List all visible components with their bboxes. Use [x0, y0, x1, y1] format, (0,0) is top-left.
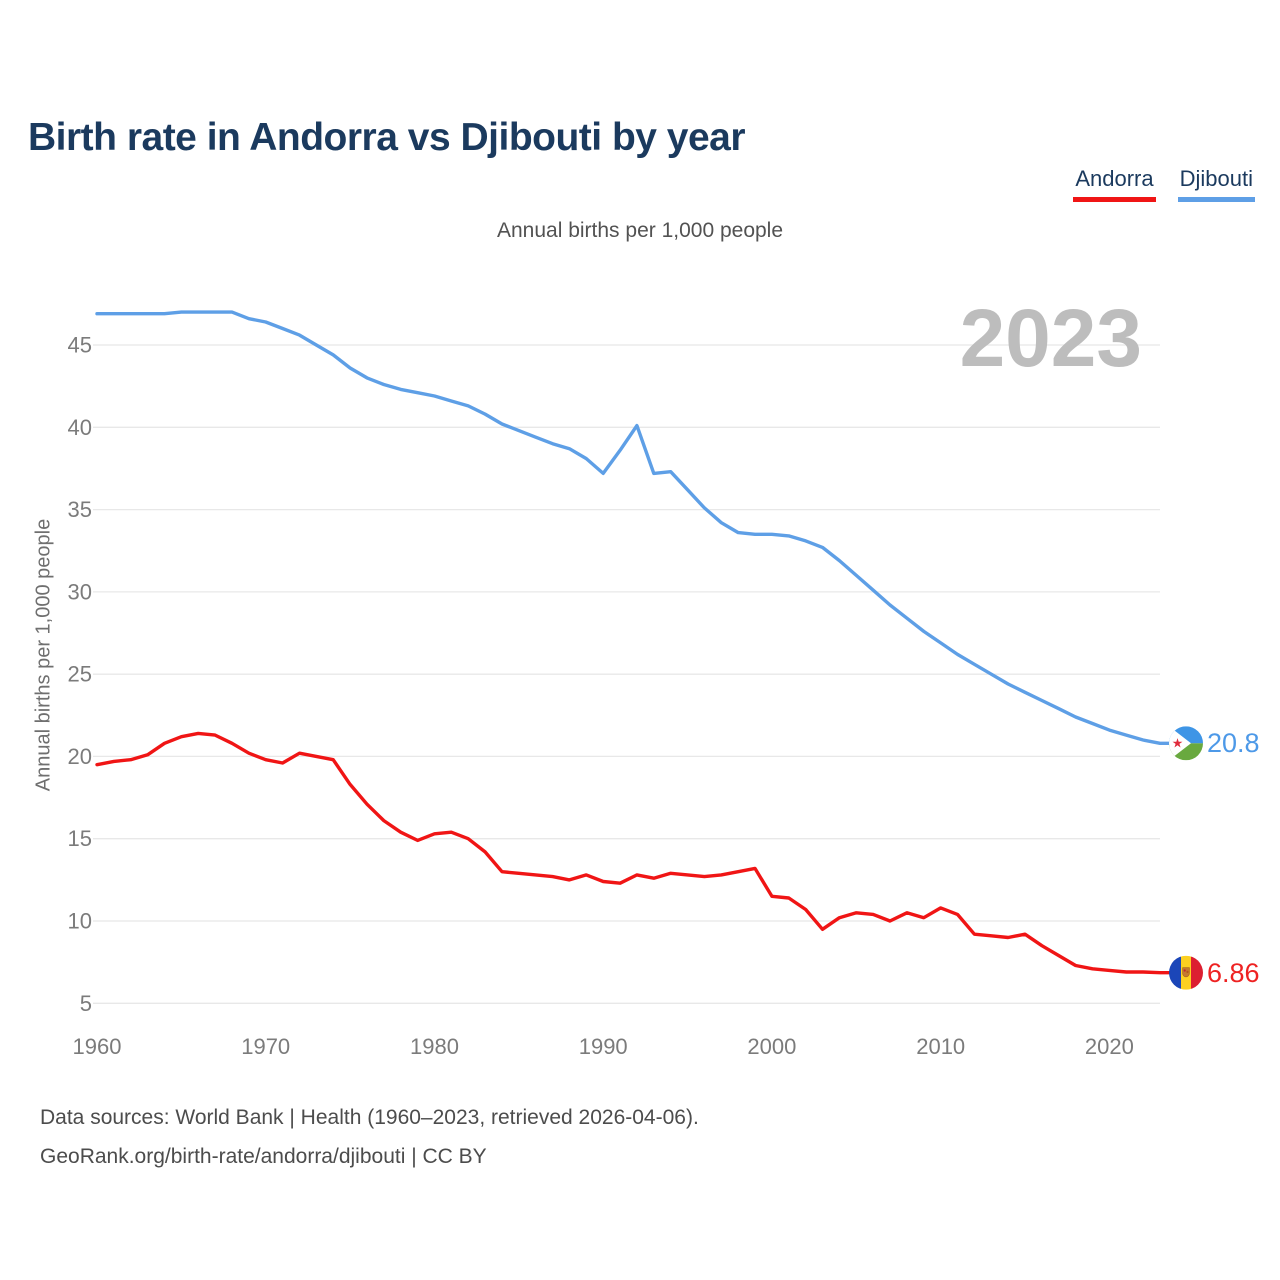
series-line-djibouti[interactable] [95, 310, 1173, 745]
legend-item-djibouti[interactable]: Djibouti [1177, 166, 1255, 202]
andorra-flag-marker[interactable] [1169, 956, 1203, 990]
footer-url: GeoRank.org/birth-rate/andorra/djibouti … [40, 1145, 487, 1168]
y-axis-title: Annual births per 1,000 people [32, 518, 55, 792]
y-tick-label: 15 [68, 826, 92, 851]
footer-data-sources: Data sources: World Bank | Health (1960–… [40, 1106, 699, 1129]
x-tick-label: 1970 [241, 1034, 290, 1059]
djibouti-flag-marker[interactable] [1169, 726, 1203, 760]
x-tick-label: 2000 [747, 1034, 796, 1059]
y-tick-label: 30 [68, 579, 92, 604]
x-tick-label: 1980 [410, 1034, 459, 1059]
x-tick-label: 2010 [916, 1034, 965, 1059]
x-tick-label: 2020 [1085, 1034, 1134, 1059]
x-tick-label: 1990 [579, 1034, 628, 1059]
year-watermark: 2023 [960, 293, 1142, 384]
andorra-end-value-label: 6.86 [1207, 957, 1260, 988]
legend-item-andorra[interactable]: Andorra [1073, 166, 1156, 202]
y-tick-label: 35 [68, 497, 92, 522]
footer: Data sources: World Bank | Health (1960–… [40, 1098, 699, 1176]
djibouti-end-value-label: 20.8 [1207, 728, 1260, 759]
y-tick-label: 45 [68, 333, 92, 358]
x-tick-label: 1960 [73, 1034, 122, 1059]
legend: Andorra Djibouti [1073, 166, 1255, 202]
y-tick-label: 40 [68, 415, 92, 440]
chart-subtitle: Annual births per 1,000 people [496, 219, 784, 242]
y-tick-label: 5 [80, 991, 92, 1016]
chart-title: Birth rate in Andorra vs Djibouti by yea… [28, 116, 746, 160]
series-line-andorra[interactable] [95, 731, 1173, 975]
y-tick-label: 10 [68, 909, 92, 934]
y-tick-label: 20 [68, 744, 92, 769]
y-tick-label: 25 [68, 662, 92, 687]
